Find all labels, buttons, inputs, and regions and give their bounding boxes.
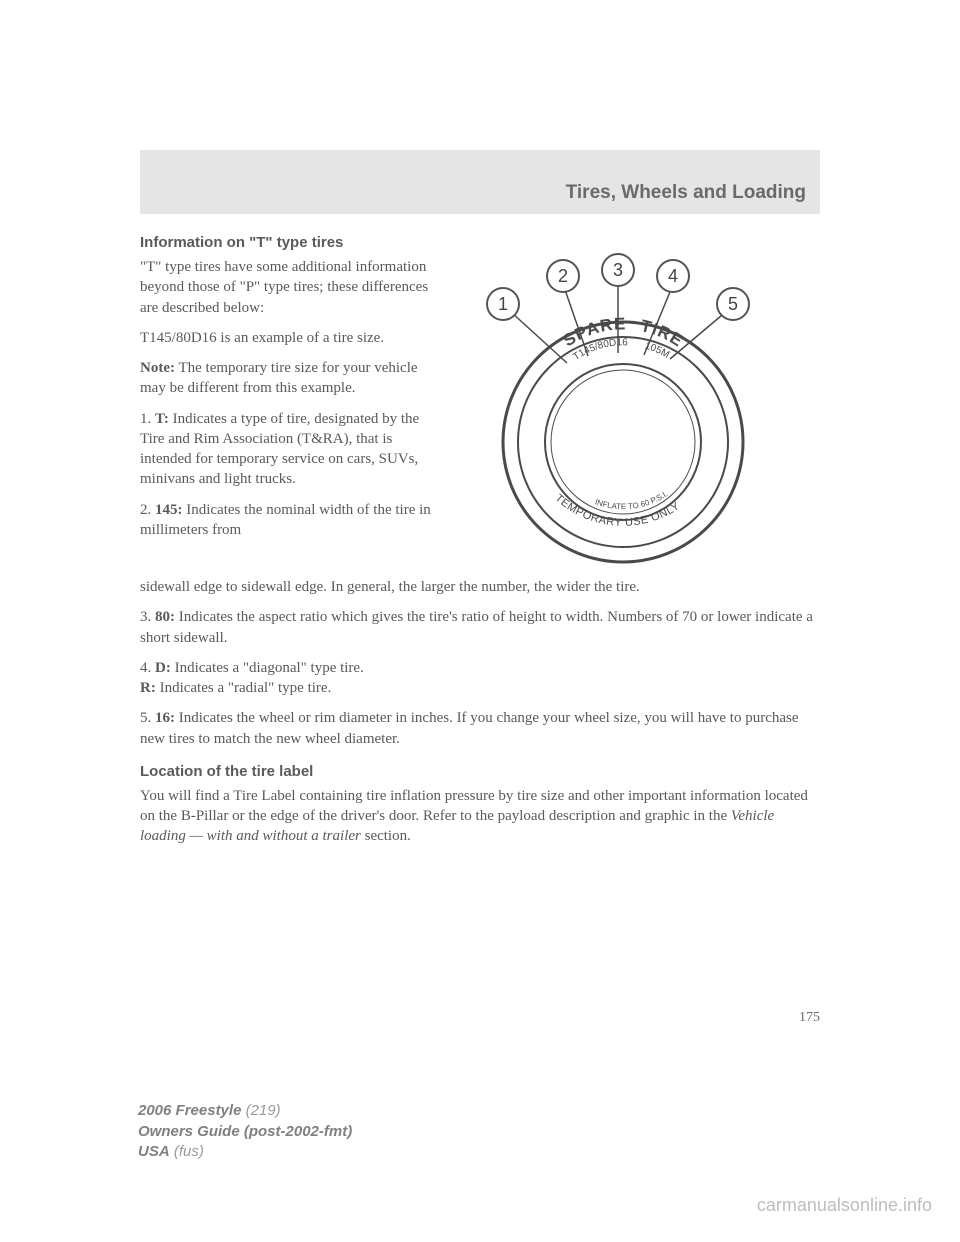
item4b-label: R:	[140, 680, 156, 696]
tlp-a: You will find a Tire Label containing ti…	[140, 788, 808, 824]
footer-line-3: USA (fus)	[138, 1142, 352, 1162]
footer-l3b: (fus)	[170, 1143, 204, 1160]
item1-text: Indicates a type of tire, designated by …	[140, 411, 419, 488]
callout-5: 5	[716, 287, 750, 321]
item3-num: 3.	[140, 609, 155, 625]
tire-diagram: SPARE TIRE T145/80D16 105M TEMPORARY USE	[458, 257, 778, 577]
page-number: 175	[799, 1010, 820, 1026]
item2-text-a: Indicates the nominal width of the tire …	[140, 502, 431, 538]
callout-4: 4	[656, 259, 690, 293]
footer-line-2: Owners Guide (post-2002-fmt)	[138, 1122, 352, 1142]
tlp-b: section.	[361, 828, 411, 844]
footer-l3a: USA	[138, 1143, 170, 1160]
item4a-num: 4.	[140, 660, 155, 676]
item-1: 1. T: Indicates a type of tire, designat…	[140, 409, 440, 490]
footer-l1b: (219)	[241, 1102, 280, 1119]
section-heading-2: Location of the tire label	[140, 763, 820, 780]
footer-line-1: 2006 Freestyle (219)	[138, 1101, 352, 1121]
callout-2: 2	[546, 259, 580, 293]
page: Tires, Wheels and Loading Information on…	[0, 0, 960, 1242]
page-content: Information on "T" type tires "T" type t…	[140, 214, 820, 847]
two-column-block: "T" type tires have some additional info…	[140, 257, 820, 577]
item4b-text: Indicates a "radial" type tire.	[156, 680, 332, 696]
chapter-header-bar: Tires, Wheels and Loading	[140, 150, 820, 214]
example-size-paragraph: T145/80D16 is an example of a tire size.	[140, 328, 440, 348]
item5-text: Indicates the wheel or rim diameter in i…	[140, 710, 799, 746]
section-heading-1: Information on "T" type tires	[140, 234, 820, 251]
item5-label: 16:	[155, 710, 175, 726]
callout-3: 3	[601, 253, 635, 287]
tire-label-paragraph: You will find a Tire Label containing ti…	[140, 786, 820, 847]
note-text: The temporary tire size for your vehicle…	[140, 360, 418, 396]
footer-l1a: 2006 Freestyle	[138, 1102, 241, 1119]
footer-l2a: Owners Guide (post-2002-fmt)	[138, 1123, 352, 1140]
footer-block: 2006 Freestyle (219) Owners Guide (post-…	[138, 1101, 352, 1162]
left-text-column: "T" type tires have some additional info…	[140, 257, 440, 577]
diagram-column: SPARE TIRE T145/80D16 105M TEMPORARY USE	[458, 257, 820, 577]
item-3: 3. 80: Indicates the aspect ratio which …	[140, 607, 820, 648]
item2-num: 2.	[140, 502, 155, 518]
item2-label: 145:	[155, 502, 183, 518]
item4a-text: Indicates a "diagonal" type tire.	[171, 660, 364, 676]
item-5: 5. 16: Indicates the wheel or rim diamet…	[140, 708, 820, 749]
callout-1: 1	[486, 287, 520, 321]
watermark: carmanualsonline.info	[757, 1195, 932, 1216]
item-4a: 4. D: Indicates a "diagonal" type tire.	[140, 658, 820, 678]
item1-label: T:	[155, 411, 169, 427]
item-2a: 2. 145: Indicates the nominal width of t…	[140, 500, 440, 541]
intro-paragraph: "T" type tires have some additional info…	[140, 257, 440, 318]
item5-num: 5.	[140, 710, 155, 726]
item3-text: Indicates the aspect ratio which gives t…	[140, 609, 813, 645]
item3-label: 80:	[155, 609, 175, 625]
chapter-title: Tires, Wheels and Loading	[566, 182, 806, 204]
note-label: Note:	[140, 360, 175, 376]
item1-num: 1.	[140, 411, 155, 427]
note-paragraph: Note: The temporary tire size for your v…	[140, 358, 440, 399]
item-4b: R: Indicates a "radial" type tire.	[140, 678, 820, 698]
item-2b: sidewall edge to sidewall edge. In gener…	[140, 577, 820, 597]
item4a-label: D:	[155, 660, 171, 676]
